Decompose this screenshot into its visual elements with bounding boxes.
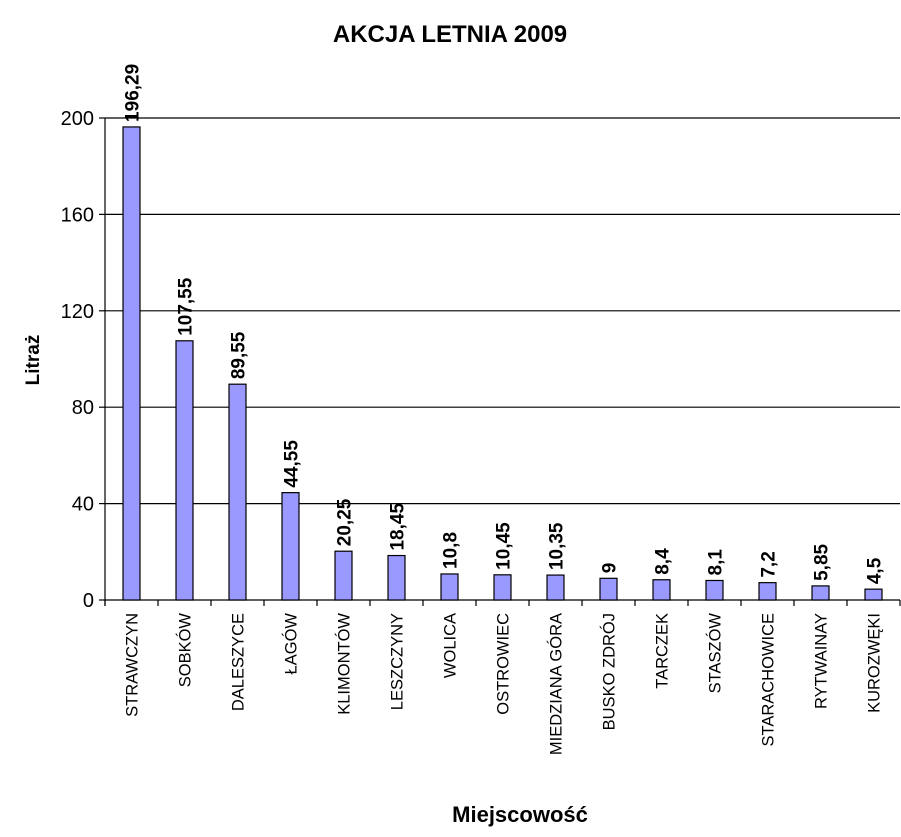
bar <box>387 554 406 601</box>
data-label: 44,55 <box>282 440 303 488</box>
data-label: 10,8 <box>441 532 462 569</box>
bar <box>281 492 300 601</box>
x-tick-label: STARACHOWICE <box>760 613 778 747</box>
x-tick-label: STRAWCZYN <box>124 613 142 717</box>
bar <box>758 582 777 601</box>
bar <box>175 340 194 601</box>
y-tick-label: 160 <box>61 204 94 226</box>
x-tick-label: MIEDZIANA GÓRA <box>547 613 566 755</box>
x-tick-label: WOLICA <box>442 613 460 678</box>
x-tick-label: KLIMONTÓW <box>335 613 354 715</box>
bar <box>334 550 353 601</box>
data-label: 10,45 <box>494 522 515 570</box>
y-tick-label: 120 <box>61 301 94 323</box>
chart-title: AKCJA LETNIA 2009 <box>333 21 567 48</box>
bar <box>228 383 247 601</box>
data-label: 18,45 <box>388 503 409 551</box>
x-tick-label: DALESZYCE <box>230 613 248 711</box>
y-tick-label: 0 <box>83 590 94 612</box>
data-label: 9 <box>600 563 621 574</box>
bar <box>546 574 565 601</box>
bar <box>440 573 459 601</box>
x-tick-label: SOBKÓW <box>176 613 195 688</box>
plot-area: 0 40 80 120 160 200 196,29 STRAWCZYN 107,55 SOBKÓ… <box>61 64 901 755</box>
data-label: 4,5 <box>865 557 886 584</box>
data-label: 8,1 <box>706 549 727 576</box>
x-tick-label: LESZCZYNY <box>389 613 407 710</box>
data-label: 107,55 <box>176 277 197 336</box>
data-label: 196,29 <box>123 64 144 122</box>
bar <box>652 579 671 601</box>
x-tick-label: KUROZWĘKI <box>866 613 884 713</box>
y-tick-label: 80 <box>72 397 94 419</box>
y-tick-label: 200 <box>61 108 94 130</box>
x-tick-label: OSTROWIEC <box>495 613 513 715</box>
bar <box>599 577 618 601</box>
bar <box>705 579 724 601</box>
bar <box>811 585 830 601</box>
x-tick-label: RYTWAINAY <box>813 613 831 709</box>
y-axis-label: Litraż <box>23 335 44 386</box>
data-label: 5,85 <box>812 543 833 580</box>
x-axis-label: Miejscowość <box>452 802 588 827</box>
data-label: 8,4 <box>653 548 674 575</box>
data-label: 89,55 <box>229 331 250 379</box>
data-label: 7,2 <box>759 551 780 577</box>
data-label: 10,35 <box>547 522 568 570</box>
bar <box>122 126 141 601</box>
bar <box>493 574 512 601</box>
y-tick-label: 40 <box>72 494 94 516</box>
x-tick-label: BUSKO ZDRÓJ <box>600 613 619 730</box>
x-tick-label: ŁAGÓW <box>282 613 301 675</box>
x-tick-label: TARCZEK <box>654 613 672 689</box>
data-label: 20,25 <box>335 498 356 546</box>
bar <box>864 588 883 601</box>
x-tick-label: STASZÓW <box>706 613 725 694</box>
